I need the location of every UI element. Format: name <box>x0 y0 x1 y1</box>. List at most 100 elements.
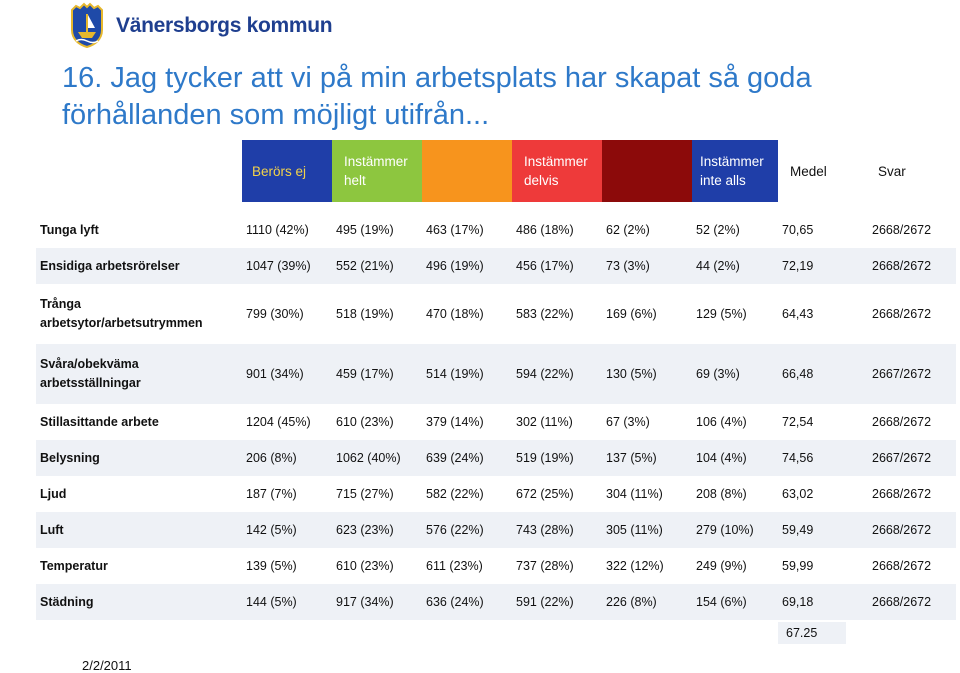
header-medel: Medel <box>778 140 868 202</box>
header-instammer-inte-alls: Instämmer inte alls <box>692 140 778 202</box>
table-cell: 514 (19%) <box>422 344 512 404</box>
table-cell: 206 (8%) <box>242 440 332 476</box>
header-medel-label: Medel <box>790 163 827 179</box>
table-row: Tunga lyft 1110 (42%) 495 (19%) 463 (17%) 48… <box>36 212 956 248</box>
table-cell: 799 (30%) <box>242 284 332 344</box>
table-cell: 486 (18%) <box>512 212 602 248</box>
table-cell: 594 (22%) <box>512 344 602 404</box>
table-cell: 379 (14%) <box>422 404 512 440</box>
table-cell: 2668/2672 <box>868 512 956 548</box>
row-label: Stillasittande arbete <box>36 404 242 440</box>
coat-of-arms-icon <box>71 2 103 48</box>
table-cell: 636 (24%) <box>422 584 512 620</box>
table-cell: 106 (4%) <box>692 404 778 440</box>
table-cell: 583 (22%) <box>512 284 602 344</box>
header-svar: Svar <box>868 140 956 202</box>
header-berors-ej-label: Berörs ej <box>252 163 307 179</box>
table-cell: 304 (11%) <box>602 476 692 512</box>
table-cell: 129 (5%) <box>692 284 778 344</box>
row-label: Luft <box>36 512 242 548</box>
table-cell: 611 (23%) <box>422 548 512 584</box>
table-cell: 2668/2672 <box>868 404 956 440</box>
table-cell: 2668/2672 <box>868 284 956 344</box>
table-row: Luft 142 (5%) 623 (23%) 576 (22%) 743 (28%) 3… <box>36 512 956 548</box>
slide-date: 2/2/2011 <box>82 658 132 673</box>
row-label: Belysning <box>36 440 242 476</box>
table-cell: 322 (12%) <box>602 548 692 584</box>
header-category <box>36 140 242 202</box>
survey-table: Berörs ej Instämmer helt Instämmer delvis I… <box>36 140 956 620</box>
header-instammer-helt-label: Instämmer helt <box>344 154 408 188</box>
table-cell: 456 (17%) <box>512 248 602 284</box>
header-instammer-helt: Instämmer helt <box>332 140 422 202</box>
table-cell: 496 (19%) <box>422 248 512 284</box>
table-cell: 672 (25%) <box>512 476 602 512</box>
table-cell: 2668/2672 <box>868 584 956 620</box>
table-cell: 59,49 <box>778 512 868 548</box>
table-cell: 52 (2%) <box>692 212 778 248</box>
table-cell: 226 (8%) <box>602 584 692 620</box>
table-row: Stillasittande arbete 1204 (45%) 610 (23%)… <box>36 404 956 440</box>
table-cell: 917 (34%) <box>332 584 422 620</box>
table-cell: 69,18 <box>778 584 868 620</box>
table-cell: 2668/2672 <box>868 476 956 512</box>
row-label: Ljud <box>36 476 242 512</box>
table-cell: 1204 (45%) <box>242 404 332 440</box>
table-cell: 2667/2672 <box>868 440 956 476</box>
table-cell: 610 (23%) <box>332 548 422 584</box>
table-cell: 69 (3%) <box>692 344 778 404</box>
table-cell: 2667/2672 <box>868 344 956 404</box>
row-label: Svåra/obekväma arbetsställningar <box>36 344 242 404</box>
table-row: Trånga arbetsytor/arbetsutrymmen 799 (30%… <box>36 284 956 344</box>
row-label: Ensidiga arbetsrörelser <box>36 248 242 284</box>
table-cell: 73 (3%) <box>602 248 692 284</box>
table-cell: 74,56 <box>778 440 868 476</box>
table-cell: 305 (11%) <box>602 512 692 548</box>
table-row: Ensidiga arbetsrörelser 1047 (39%) 552 (21… <box>36 248 956 284</box>
table-cell: 62 (2%) <box>602 212 692 248</box>
table-cell: 518 (19%) <box>332 284 422 344</box>
table-cell: 208 (8%) <box>692 476 778 512</box>
page-title: 16. Jag tycker att vi på min arbetsplats… <box>62 62 812 131</box>
header-level-2 <box>422 140 512 202</box>
table-cell: 1047 (39%) <box>242 248 332 284</box>
table-cell: 519 (19%) <box>512 440 602 476</box>
table-cell: 623 (23%) <box>332 512 422 548</box>
header-instammer-delvis-label: Instämmer delvis <box>524 154 588 188</box>
table-cell: 130 (5%) <box>602 344 692 404</box>
table-row: Svåra/obekväma arbetsställningar 901 (34%… <box>36 344 956 404</box>
table-cell: 610 (23%) <box>332 404 422 440</box>
table-cell: 137 (5%) <box>602 440 692 476</box>
table-cell: 552 (21%) <box>332 248 422 284</box>
table-cell: 2668/2672 <box>868 248 956 284</box>
table-row: Temperatur 139 (5%) 610 (23%) 611 (23%) 737 … <box>36 548 956 584</box>
table-cell: 2668/2672 <box>868 548 956 584</box>
table-cell: 59,99 <box>778 548 868 584</box>
table-cell: 279 (10%) <box>692 512 778 548</box>
row-label: Städning <box>36 584 242 620</box>
header-svar-label: Svar <box>878 163 906 179</box>
table-cell: 2668/2672 <box>868 212 956 248</box>
table-cell: 715 (27%) <box>332 476 422 512</box>
table-cell: 144 (5%) <box>242 584 332 620</box>
municipality-logo: Vänersborgs kommun <box>68 2 333 50</box>
header-row: Berörs ej Instämmer helt Instämmer delvis I… <box>36 140 956 202</box>
table-cell: 743 (28%) <box>512 512 602 548</box>
table-cell: 639 (24%) <box>422 440 512 476</box>
table-cell: 154 (6%) <box>692 584 778 620</box>
row-label: Tunga lyft <box>36 212 242 248</box>
table-cell: 44 (2%) <box>692 248 778 284</box>
table-cell: 63,02 <box>778 476 868 512</box>
table-cell: 249 (9%) <box>692 548 778 584</box>
table-cell: 1062 (40%) <box>332 440 422 476</box>
table-cell: 737 (28%) <box>512 548 602 584</box>
table-cell: 70,65 <box>778 212 868 248</box>
table-cell: 582 (22%) <box>422 476 512 512</box>
header-instammer-delvis: Instämmer delvis <box>512 140 602 202</box>
row-label: Trånga arbetsytor/arbetsutrymmen <box>36 284 242 344</box>
table-cell: 66,48 <box>778 344 868 404</box>
table-cell: 187 (7%) <box>242 476 332 512</box>
table-cell: 142 (5%) <box>242 512 332 548</box>
table-cell: 901 (34%) <box>242 344 332 404</box>
table-cell: 1110 (42%) <box>242 212 332 248</box>
